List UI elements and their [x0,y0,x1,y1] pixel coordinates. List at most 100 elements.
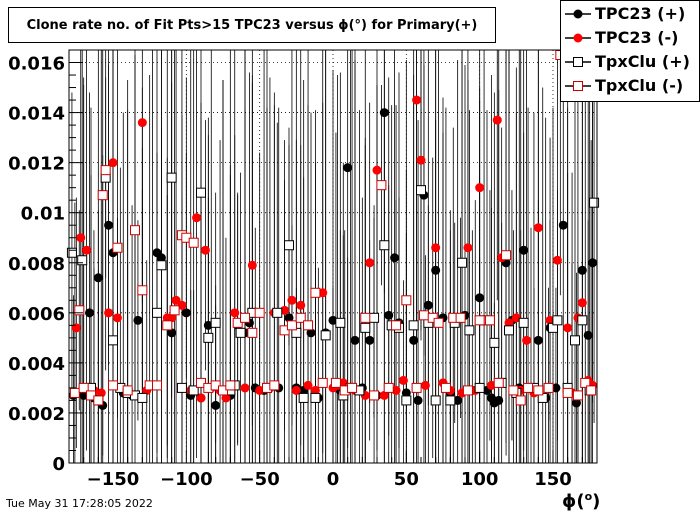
point [390,253,400,263]
y-tick-label: 0.008 [8,254,65,275]
point [210,380,221,391]
point [240,312,250,323]
point [286,320,297,331]
x-tick-label: −50 [240,469,280,490]
point [411,382,422,393]
point [69,387,80,398]
point [303,320,314,331]
point [533,335,543,345]
point [391,385,401,395]
point [284,313,294,323]
point [96,388,106,398]
point [167,313,177,323]
point [232,317,243,328]
point [181,308,191,318]
point [287,295,297,305]
point [398,375,408,385]
point [303,380,313,390]
point [269,380,280,391]
point [570,335,580,346]
point [383,382,394,393]
point [112,242,123,253]
point [210,317,221,328]
point [176,382,187,393]
point [493,377,504,388]
point [494,395,504,405]
point [408,320,419,331]
point [137,118,147,128]
chart-title: Clone rate no. of Fit Pts>15 TPC23 versu… [8,7,496,43]
point [486,380,496,390]
point [572,390,583,401]
point [379,390,389,400]
point [457,257,468,268]
point [211,400,221,410]
point [188,385,199,396]
point [577,298,587,308]
point [66,247,77,258]
point [522,335,532,345]
point [335,317,346,328]
point [523,382,534,393]
point [455,312,466,323]
point [431,265,441,275]
point [152,307,162,318]
point [384,310,394,320]
point [558,220,568,230]
point [577,265,587,275]
point [82,245,92,255]
data-marks [66,50,600,410]
legend: TPC23 (+) TPC23 (-) TpxClu (+) TpxClu (-… [560,0,700,102]
point [169,305,180,316]
point [360,312,371,323]
point [192,213,202,223]
point [350,335,360,345]
point [433,317,444,328]
point [464,325,475,336]
point [196,377,206,388]
y-tick-label: 0.002 [8,404,65,425]
point [196,187,206,198]
point [533,223,543,233]
x-axis-label-sup: o [584,490,593,503]
point [369,312,380,323]
point [430,395,441,406]
timestamp: Tue May 31 17:28:05 2022 [6,497,153,510]
point [518,317,529,328]
legend-entry-tpc23-pos: TPC23 (+) [561,3,699,27]
point [533,385,544,396]
point [511,313,521,323]
legend-label: TPC23 (+) [595,4,686,23]
point [310,392,321,403]
point [330,377,341,388]
point [272,307,283,318]
point [247,260,257,270]
point [401,395,412,406]
point [328,315,338,325]
point [515,395,526,406]
y-tick-label: 0.014 [8,104,65,125]
x-tick-label: −150 [87,469,140,490]
point [104,308,114,318]
point [504,318,514,328]
point [203,332,214,343]
point [416,155,426,165]
point [484,315,495,326]
point [583,330,593,340]
point [552,255,562,265]
point [365,335,375,345]
y-tick-label: 0.01 [21,204,65,225]
point [365,258,375,268]
point [563,323,573,333]
point [240,383,250,393]
point [181,232,192,243]
point [418,310,429,321]
point [78,382,89,393]
point [445,395,456,406]
point [589,197,600,208]
point [379,108,389,118]
point [93,395,104,406]
x-axis-label: ϕ(o) [562,490,600,512]
point [137,285,148,296]
legend-label: TpxClu (-) [595,76,684,95]
